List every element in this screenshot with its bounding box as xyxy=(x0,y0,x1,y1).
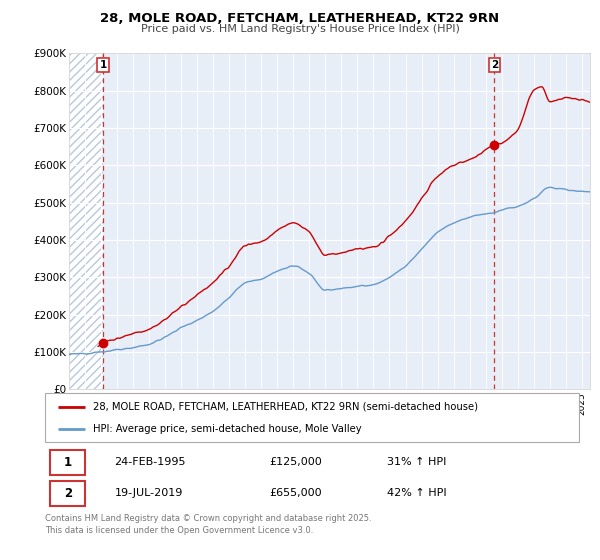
Text: 2: 2 xyxy=(64,487,72,500)
Text: 42% ↑ HPI: 42% ↑ HPI xyxy=(387,488,446,498)
FancyBboxPatch shape xyxy=(45,393,579,442)
Text: £655,000: £655,000 xyxy=(269,488,322,498)
Text: 1: 1 xyxy=(64,456,72,469)
Text: 31% ↑ HPI: 31% ↑ HPI xyxy=(387,458,446,468)
Text: Contains HM Land Registry data © Crown copyright and database right 2025.
This d: Contains HM Land Registry data © Crown c… xyxy=(45,514,371,535)
FancyBboxPatch shape xyxy=(50,450,85,475)
Text: 19-JUL-2019: 19-JUL-2019 xyxy=(115,488,183,498)
Text: 28, MOLE ROAD, FETCHAM, LEATHERHEAD, KT22 9RN: 28, MOLE ROAD, FETCHAM, LEATHERHEAD, KT2… xyxy=(100,12,500,25)
Text: £125,000: £125,000 xyxy=(269,458,322,468)
Text: 28, MOLE ROAD, FETCHAM, LEATHERHEAD, KT22 9RN (semi-detached house): 28, MOLE ROAD, FETCHAM, LEATHERHEAD, KT2… xyxy=(93,402,478,412)
Text: Price paid vs. HM Land Registry's House Price Index (HPI): Price paid vs. HM Land Registry's House … xyxy=(140,24,460,34)
Text: 2: 2 xyxy=(491,60,498,70)
Text: 1: 1 xyxy=(100,60,107,70)
Text: 24-FEB-1995: 24-FEB-1995 xyxy=(115,458,186,468)
FancyBboxPatch shape xyxy=(50,481,85,506)
Text: HPI: Average price, semi-detached house, Mole Valley: HPI: Average price, semi-detached house,… xyxy=(93,423,362,433)
